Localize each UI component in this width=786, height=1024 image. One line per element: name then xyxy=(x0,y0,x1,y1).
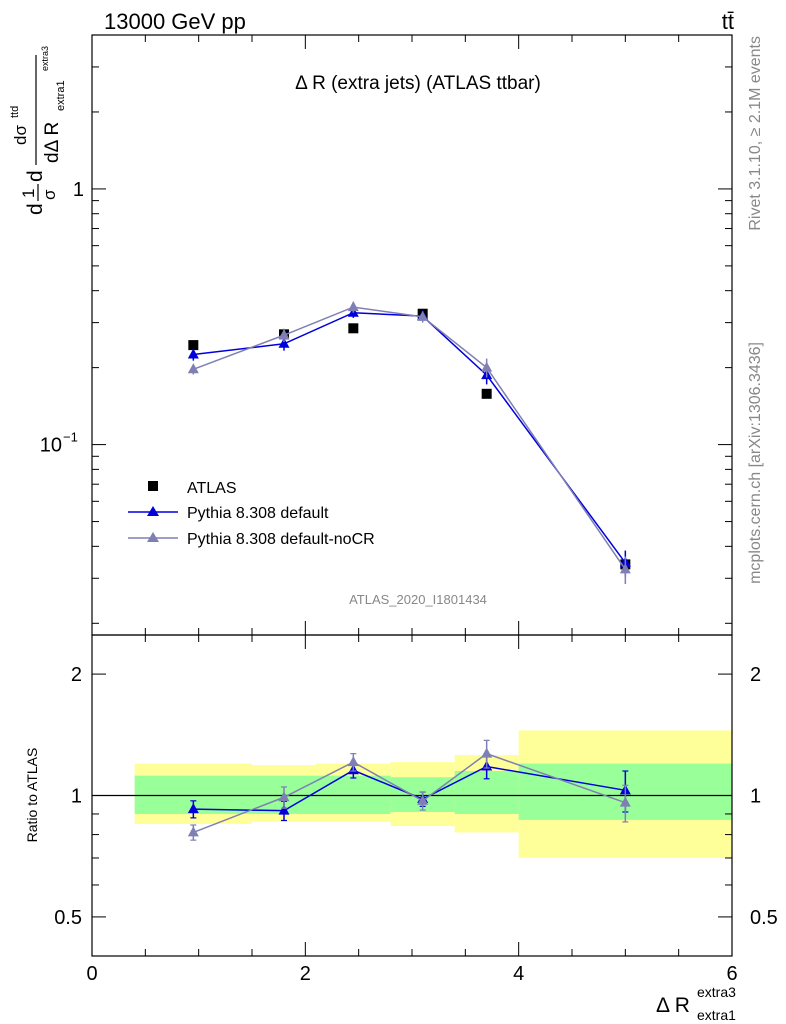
legend-label-atlas: ATLAS xyxy=(187,480,237,497)
atlas-data-point xyxy=(188,340,199,351)
legend-marker-nocr xyxy=(147,532,159,542)
rivet-version-label: Rivet 3.1.10, ≥ 2.1M events xyxy=(747,36,764,231)
ratio-y-tick-label-right: 1 xyxy=(750,786,761,808)
x-tick-label: 6 xyxy=(726,963,737,985)
y-label-d2: d xyxy=(24,170,47,182)
pythia-nocr-point xyxy=(417,310,429,321)
pythia-nocr-ratio-point xyxy=(417,794,429,805)
pythia-nocr-point xyxy=(347,301,359,312)
x-label-main: Δ R xyxy=(656,994,690,1017)
pythia-nocr-ratio-point xyxy=(187,826,199,837)
pythia-default-ratio-point xyxy=(278,804,290,815)
legend: ATLAS Pythia 8.308 default Pythia 8.308 … xyxy=(128,480,375,548)
y-tick-label-exponent: −1 xyxy=(63,430,78,445)
analysis-label: ATLAS_2020_I1801434 xyxy=(349,592,487,607)
y-tick-label: 1 xyxy=(73,179,84,201)
x-tick-label: 0 xyxy=(86,963,97,985)
ratio-y-axis-label: Ratio to ATLAS xyxy=(24,748,40,843)
ratio-y-tick-label-right: 2 xyxy=(750,664,761,686)
process-label: tt̄ xyxy=(722,9,734,34)
pythia-nocr-ratio-point xyxy=(278,791,290,802)
pythia-default-point xyxy=(187,348,199,359)
pythia-nocr-point xyxy=(187,363,199,374)
atlas-data-point xyxy=(481,388,492,399)
y-label-sup: extra3 xyxy=(40,46,50,71)
pythia-default-ratio-point xyxy=(187,803,199,814)
y-label-delta-r: dΔ R xyxy=(42,122,63,163)
x-axis-label: Δ R extra3 extra1 xyxy=(656,984,736,1023)
mcplots-label: mcplots.cern.ch [arXiv:1306.3436] xyxy=(747,342,764,584)
atlas-data-point xyxy=(348,323,359,334)
pythia-default-point xyxy=(278,337,290,348)
ratio-y-tick-label-left: 2 xyxy=(71,664,82,686)
ratio-y-tick-label-left: 1 xyxy=(71,786,82,808)
main-y-axis-label: d 1 σ d dσ ttd dΔ R extra1 extra3 xyxy=(9,46,67,215)
pythia-nocr-ratio-line xyxy=(193,752,626,834)
ratio-band-inner xyxy=(316,775,391,814)
pythia-nocr-point xyxy=(278,329,290,340)
ratio-y-tick-label-right: 0.5 xyxy=(750,907,778,929)
main-panel: 1 10 −1 Δ R (extra jets) (ATLAS ttbar) ATL… xyxy=(9,34,733,636)
pythia-nocr-ratio-point xyxy=(619,796,631,807)
x-label-sub: extra1 xyxy=(697,1007,736,1023)
y-label-ttd: ttd xyxy=(9,106,21,118)
main-plot-title: Δ R (extra jets) (ATLAS ttbar) xyxy=(295,73,541,94)
ratio-y-tick-label-left: 0.5 xyxy=(54,907,82,929)
legend-label-default: Pythia 8.308 default xyxy=(187,505,329,522)
pythia-nocr-ratio-point xyxy=(347,756,359,767)
x-tick-label: 2 xyxy=(300,963,311,985)
pythia-nocr-point xyxy=(481,361,493,372)
y-label-dsigma: dσ xyxy=(11,125,30,145)
x-tick-label: 4 xyxy=(513,963,524,985)
pythia-nocr-line xyxy=(193,306,626,570)
y-label-sub: extra1 xyxy=(55,80,67,111)
y-label-d1: d xyxy=(24,203,47,215)
y-label-sigma: σ xyxy=(40,189,59,200)
legend-label-nocr: Pythia 8.308 default-noCR xyxy=(187,531,375,548)
legend-marker-default xyxy=(147,506,159,516)
y-tick-label: 10 xyxy=(40,435,62,457)
y-label-one: 1 xyxy=(19,189,38,198)
pythia-nocr-ratio-point xyxy=(481,747,493,758)
pythia-default-ratio-line xyxy=(193,765,626,812)
ratio-panel: 0.5 0.5 1 1 2 2 0 2 4 6 Ratio to ATLAS Δ R extra3… xyxy=(24,634,778,1023)
pythia-default-line xyxy=(193,311,626,564)
legend-marker-atlas xyxy=(148,481,158,491)
energy-label: 13000 GeV pp xyxy=(104,9,246,34)
x-label-sup: extra3 xyxy=(697,984,736,1000)
pythia-nocr-point xyxy=(619,563,631,574)
